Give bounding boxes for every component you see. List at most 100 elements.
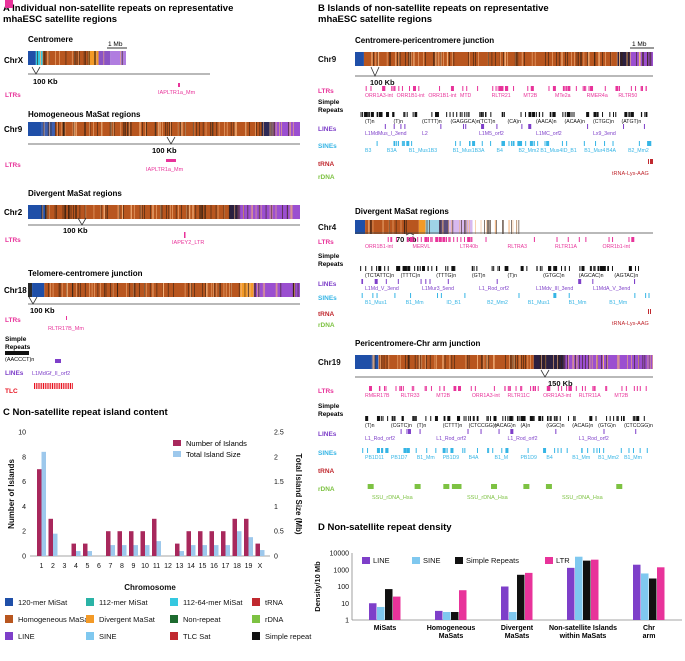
- b-track-mark: [429, 279, 431, 284]
- b-track-mark: [640, 86, 642, 91]
- ideogram-stripe: [170, 122, 171, 136]
- b-track-mark: [532, 112, 536, 117]
- b-track-mark: [461, 112, 463, 117]
- b-track-mark: [378, 448, 380, 453]
- b-name-1-3-5: B1_Mm: [569, 300, 587, 306]
- ideogram-stripe: [558, 355, 559, 369]
- ideogram-stripe: [512, 220, 514, 234]
- b-track-mark: [528, 124, 532, 129]
- ideogram-segment: [365, 220, 419, 234]
- ideogram-stripe: [372, 220, 374, 234]
- ideogram-segment: [355, 52, 364, 66]
- ideogram-stripe: [261, 122, 263, 136]
- ideogram-stripe: [200, 205, 202, 219]
- ideogram-stripe: [204, 205, 206, 219]
- d-xtick-label-3: Non-satellite Islands within MaSats: [549, 625, 617, 640]
- d-xtick-line: within MaSats: [559, 633, 607, 640]
- b-track-mark: [520, 112, 522, 117]
- b-track-mark: [611, 266, 613, 271]
- ideogram-stripe: [502, 220, 503, 234]
- d-xtick-label-4: Chr arm: [643, 625, 656, 640]
- ideogram-stripe: [205, 205, 206, 219]
- b-track-mark: [597, 112, 599, 117]
- b-track-mark: [585, 237, 587, 242]
- b-track-mark: [546, 416, 548, 421]
- b-track-mark: [387, 266, 389, 271]
- b-track-mark: [386, 112, 390, 117]
- ideogram-stripe: [465, 220, 467, 234]
- ideogram-stripe: [388, 220, 390, 234]
- ideogram-stripe: [395, 52, 396, 66]
- b-track-mark: [447, 279, 449, 284]
- ideogram-stripe: [481, 355, 482, 369]
- ideogram-stripe: [46, 205, 47, 219]
- b-track-mark: [492, 448, 494, 453]
- b-name-1-0-4: RLTR11A: [555, 244, 578, 250]
- c-y2label: Total Island Size (Mb): [294, 453, 303, 535]
- a-track-label-simple-3-word2: Repeats: [5, 344, 31, 351]
- d-ytick-label: 10: [341, 601, 349, 608]
- ideogram-stripe: [521, 355, 522, 369]
- ideogram-stripe: [262, 283, 264, 297]
- ideogram-stripe: [125, 122, 126, 136]
- ideogram-stripe: [212, 122, 214, 136]
- b-track-mark: [612, 112, 614, 117]
- b-track-mark: [393, 416, 395, 421]
- b-track-mark: [362, 112, 364, 117]
- a-track-label-tlc-3: TLC: [5, 388, 18, 395]
- b-track-mark: [550, 112, 552, 117]
- b-track-mark: [593, 112, 597, 117]
- tlc-mark: [50, 383, 52, 389]
- c-bar-islands: [244, 518, 249, 556]
- b-track-mark: [530, 86, 532, 91]
- b-track-mark: [488, 448, 490, 453]
- ideogram-stripe: [514, 52, 516, 66]
- ideogram-stripe: [478, 52, 479, 66]
- a-chr-label-chr2: Chr2: [4, 208, 23, 217]
- ideogram-segment: [229, 205, 238, 219]
- ideogram-stripe: [156, 205, 157, 219]
- b-track-mark: [634, 293, 636, 298]
- ideogram-stripe: [50, 283, 51, 297]
- a-line-name-3: L1MdGf_II_orf2: [32, 371, 70, 377]
- d-bar-ltr: [525, 572, 533, 620]
- ideogram-stripe: [507, 52, 508, 66]
- ideogram-stripe: [126, 283, 127, 297]
- ideogram-stripe: [511, 220, 512, 234]
- ideogram-stripe: [72, 122, 74, 136]
- ideogram-stripe: [145, 122, 147, 136]
- c-y2tick-label: 0.5: [274, 529, 284, 536]
- d-legend-swatch: [455, 557, 463, 564]
- b-track-mark: [632, 416, 634, 421]
- ideogram-stripe: [105, 205, 107, 219]
- ideogram-stripe: [67, 283, 68, 297]
- ideogram-stripe: [399, 52, 401, 66]
- ideogram-stripe: [627, 52, 628, 66]
- b-track-mark: [465, 416, 467, 421]
- c-bar-islands: [221, 531, 226, 556]
- a-ltr-name-3: RLTR17B_Mm: [48, 326, 84, 332]
- b-track-mark: [496, 279, 498, 284]
- ideogram-stripe: [79, 205, 81, 219]
- b-track-mark: [548, 266, 552, 271]
- ideogram-stripe: [642, 355, 644, 369]
- d-bar-ltr: [393, 596, 401, 620]
- b-track-mark: [376, 266, 378, 271]
- b-name-1-2-4: L1MdA_V_3end: [593, 286, 630, 292]
- b-track-mark: [408, 237, 410, 242]
- b-track-mark: [590, 266, 592, 271]
- b-track-mark: [360, 112, 362, 117]
- b-track-mark: [571, 112, 573, 117]
- ideogram-stripe: [418, 52, 419, 66]
- b-track-mark: [476, 416, 478, 421]
- main-legend-swatch: [252, 632, 260, 640]
- b-track-mark: [589, 266, 591, 271]
- tlc-mark: [55, 383, 57, 389]
- b-track-mark: [646, 112, 648, 117]
- b-track-mark: [387, 237, 389, 242]
- b-track-mark: [391, 416, 393, 421]
- b-track-mark: [415, 416, 417, 421]
- ideogram-stripe: [71, 51, 73, 65]
- a-heading-telomere: Telomere-centromere junction: [28, 269, 143, 278]
- ideogram-stripe: [74, 51, 75, 65]
